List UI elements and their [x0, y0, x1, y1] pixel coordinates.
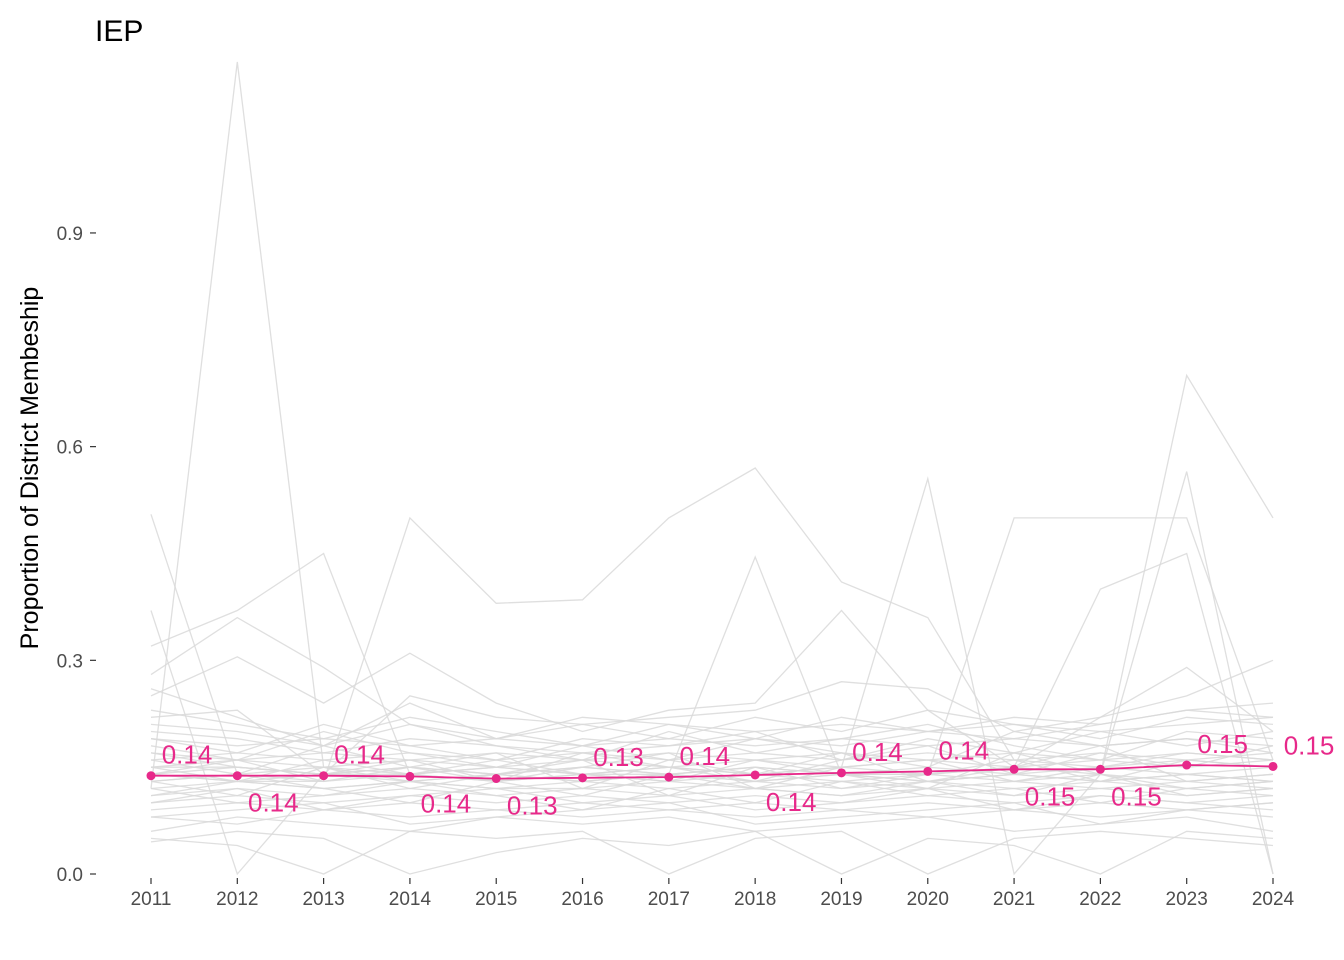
x-tick-label: 2021	[993, 889, 1035, 910]
x-tick-label: 2020	[907, 889, 949, 910]
data-label: 0.14	[421, 788, 472, 818]
background-series-line	[150, 745, 1274, 783]
y-tick-label: 0.3	[57, 651, 83, 672]
background-series-line	[150, 752, 1274, 790]
background-series-line	[150, 752, 1274, 761]
y-axis-label: Proportion of District Membeship	[16, 287, 44, 650]
highlight-point	[491, 774, 501, 784]
data-label: 0.14	[334, 740, 385, 770]
background-series-line	[150, 609, 1274, 768]
background-series-line	[150, 802, 1274, 825]
background-series-line	[150, 773, 1274, 783]
chart-title: IEP	[95, 15, 143, 48]
background-series-line	[150, 709, 1274, 747]
highlight-point	[923, 766, 933, 776]
data-label: 0.14	[162, 740, 213, 770]
background-series-line	[150, 773, 1274, 804]
data-label: 0.14	[248, 788, 299, 818]
highlight-point	[146, 771, 156, 781]
background-series-line	[150, 787, 1274, 811]
data-label: 0.14	[766, 787, 817, 817]
background-series-line	[150, 780, 1274, 790]
data-label: 0.15	[1197, 729, 1248, 759]
data-label: 0.15	[1284, 730, 1335, 760]
x-axis: 2011 2012 2013 2014 2015 2016 2017 2018 2019 2020…	[131, 878, 1295, 910]
background-series-group	[150, 61, 1274, 876]
highlight-point	[1182, 760, 1192, 770]
background-series-line	[150, 780, 1274, 811]
y-tick-label: 0.9	[57, 224, 83, 245]
background-series-line	[150, 659, 1274, 776]
background-series-line	[150, 688, 1274, 747]
highlight-point	[1268, 761, 1278, 771]
x-tick-label: 2015	[475, 889, 517, 910]
background-series-line	[150, 816, 1274, 832]
background-series-line	[150, 723, 1274, 761]
y-axis: 0.0 0.3 0.6 0.9	[57, 224, 96, 886]
x-tick-label: 2013	[302, 889, 344, 910]
x-tick-label: 2024	[1252, 889, 1295, 910]
background-series-line	[150, 809, 1274, 825]
y-tick-label: 0.0	[57, 865, 83, 886]
background-series-line	[150, 745, 1274, 790]
background-series-line	[150, 787, 1274, 797]
highlight-point	[405, 771, 415, 781]
data-label: 0.14	[680, 741, 731, 771]
x-tick-label: 2018	[734, 889, 776, 910]
background-series-line	[150, 830, 1274, 875]
background-series-line	[150, 794, 1274, 804]
y-tick-label: 0.6	[57, 438, 83, 459]
data-label: 0.13	[507, 791, 558, 821]
highlight-series-line	[151, 764, 1274, 780]
background-series-line	[150, 61, 1274, 789]
data-label: 0.15	[1025, 781, 1076, 811]
highlight-point	[319, 771, 329, 781]
x-tick-label: 2017	[648, 889, 690, 910]
highlight-point	[232, 771, 242, 781]
x-tick-label: 2011	[131, 889, 172, 910]
highlight-point	[1095, 764, 1105, 774]
data-label: 0.15	[1111, 781, 1162, 811]
highlight-point	[1009, 764, 1019, 774]
highlight-series-group: 0.14 0.14 0.14 0.14 0.13 0.13 0.14 0.14 0.14 0.14…	[146, 729, 1335, 821]
background-series-line	[150, 723, 1274, 761]
background-series-line	[150, 830, 1274, 875]
x-tick-label: 2014	[389, 889, 432, 910]
background-series-line	[150, 759, 1274, 768]
highlight-point	[578, 773, 588, 783]
data-label: 0.14	[938, 735, 989, 765]
x-tick-label: 2016	[561, 889, 603, 910]
highlight-point	[750, 770, 760, 780]
data-label: 0.13	[593, 742, 644, 772]
x-tick-label: 2012	[216, 889, 258, 910]
highlight-point	[664, 772, 674, 782]
x-tick-label: 2019	[820, 889, 862, 910]
background-series-line	[150, 467, 1274, 783]
data-label: 0.14	[852, 737, 903, 767]
highlight-point	[836, 768, 846, 778]
x-tick-label: 2022	[1079, 889, 1121, 910]
background-series-line	[150, 802, 1274, 811]
x-tick-label: 2023	[1166, 889, 1208, 910]
